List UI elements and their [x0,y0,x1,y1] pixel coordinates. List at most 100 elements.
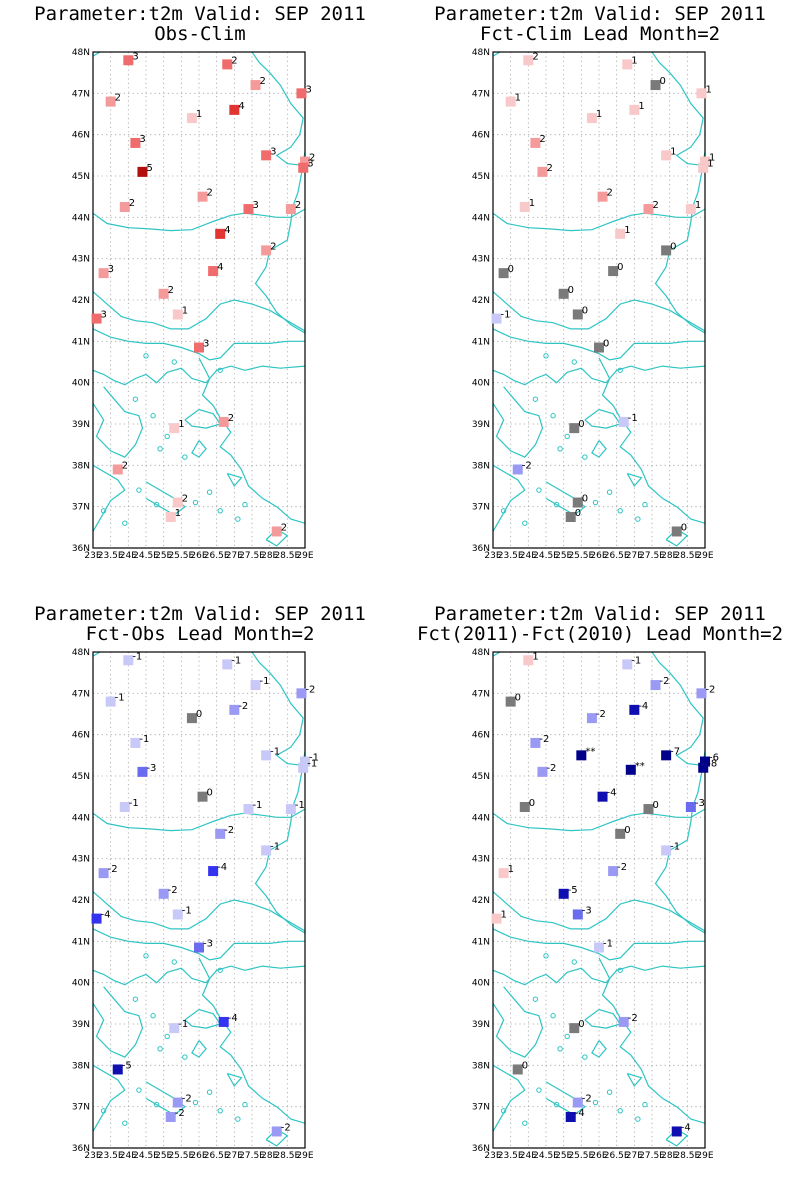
station-marker [222,59,233,70]
lon-tick-label: 25.5E [168,1151,194,1161]
coastline-layer [493,52,705,547]
lat-tick-label: 48N [472,48,490,58]
station-value-label: -2 [705,684,715,695]
coastline [93,464,126,532]
station-marker [194,942,204,953]
station-value-label: -3 [695,798,705,809]
station-value-label: -4 [101,910,111,921]
station-value-label: 0 [522,1060,528,1071]
station-marker [165,1112,176,1122]
station-marker [569,423,580,434]
lon-tick-label: 28.5E [674,551,700,561]
station-marker [558,888,569,899]
station-value-label: 0 [196,709,202,720]
lon-tick-label: 24.5E [133,1151,159,1161]
panel-subtitle: Fct-Clim Lead Month=2 [479,23,721,45]
panel-title: Parameter:t2m Valid: SEP 2011 [34,603,366,625]
station-value-label: -4 [607,788,617,799]
island [571,959,577,965]
lat-tick-label: 40N [472,979,490,989]
station-value-label: -3 [146,763,156,774]
station-marker [123,655,134,666]
station-marker [622,59,633,70]
station-value-label: -1 [307,759,317,770]
station-marker [530,737,541,748]
lat-tick-label: 44N [72,813,90,823]
lat-tick-label: 42N [472,896,490,906]
lon-tick-label: 23.5E [498,1151,524,1161]
lon-tick-label: 26E [190,1151,207,1161]
station-value-label: 3 [203,339,209,350]
island [564,433,570,440]
station-marker [169,1023,180,1034]
lat-tick-label: 48N [472,648,490,658]
lat-tick-label: 47N [72,89,90,99]
station-value-label: 2 [182,494,188,505]
station-marker [519,202,530,212]
station-value-label: 1 [707,159,713,170]
island [553,501,560,508]
station-marker [698,762,709,773]
island [157,1046,163,1052]
station-marker [615,228,626,239]
lat-tick-label: 44N [72,213,90,223]
coastline [251,652,305,767]
lat-tick-label: 39N [472,420,490,430]
station-marker [137,166,148,177]
map-panel-fct-diff: Parameter:t2m Valid: SEP 2011 Fct(2011)-… [400,600,800,1200]
station-value-label: 2 [207,188,213,199]
lon-tick-label: 29E [696,1151,713,1161]
island [143,953,149,959]
station-value-label: 2 [115,93,121,104]
station-marker [285,204,296,215]
map-panel-obs-clim: Parameter:t2m Valid: SEP 2011 Obs-Clim 4… [0,0,400,600]
island [606,1089,613,1095]
station-marker [700,756,710,767]
lat-tick-label: 47N [72,689,90,699]
station-marker [608,266,619,277]
station-marker [565,1112,576,1122]
lon-tick-label: 28E [261,1151,278,1161]
station-marker [296,688,307,699]
station-marker [271,1126,282,1137]
station-value-label: -1 [309,753,319,764]
lon-tick-label: 25.5E [568,1151,594,1161]
lon-tick-label: 26.5E [604,551,630,561]
station-marker [505,96,516,107]
station-marker [158,288,169,299]
station-value-label: -1 [670,841,680,852]
station-value-label: 0 [660,76,666,87]
station-value-label: 2 [260,76,266,87]
island [550,1013,556,1019]
grid-lines [93,52,305,548]
coastline [654,751,705,934]
station-marker [296,88,307,99]
station-value-label: 3 [101,310,107,321]
station-marker [537,166,548,177]
island [536,487,542,493]
station-value-label: -2 [305,684,315,695]
island [522,1120,528,1126]
lon-tick-label: 28E [261,551,278,561]
station-map: 48N47N46N45N44N43N42N41N40N39N38N37N36N2… [72,48,316,561]
coastline [545,1081,586,1116]
station-marker [119,802,130,812]
station-marker [661,245,672,256]
station-marker [597,191,608,202]
island [557,1046,563,1052]
station-value-label: -2 [281,1122,291,1133]
lat-tick-label: 36N [472,1144,490,1154]
station-value-label: -1 [252,800,262,811]
lon-tick-label: 24.5E [533,1151,559,1161]
island [500,1108,507,1114]
panel-subtitle: Fct-Obs Lead Month=2 [85,623,315,645]
lon-tick-label: 25E [555,1151,572,1161]
coastline [145,1081,186,1116]
lat-tick-label: 39N [72,1020,90,1030]
station-value-label: 3 [108,264,114,275]
lon-tick-label: 29E [696,551,713,561]
station-marker [105,696,116,707]
lon-tick-label: 28E [661,1151,678,1161]
station-marker [586,713,597,724]
